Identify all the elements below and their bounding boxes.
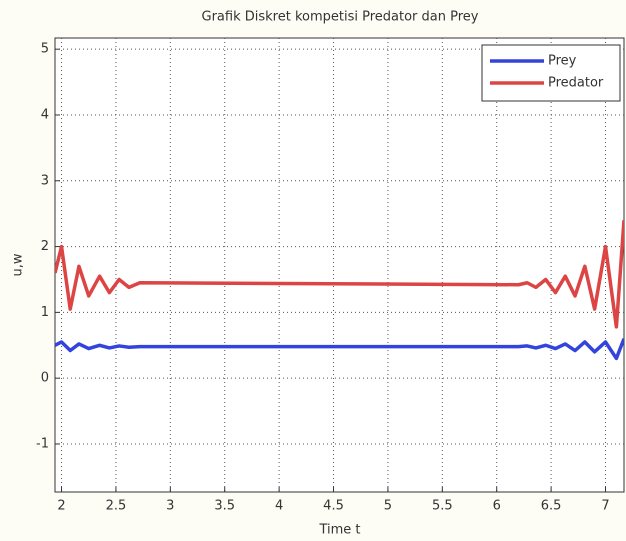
y-tick-label: 1 — [41, 305, 49, 320]
y-tick-label: 5 — [41, 42, 49, 57]
x-tick-label: 4.5 — [323, 499, 344, 514]
x-tick-label: 4 — [275, 499, 283, 514]
plot-area — [55, 38, 624, 492]
x-tick-label: 6 — [493, 499, 501, 514]
chart: Grafik Diskret kompetisi Predator dan Pr… — [0, 0, 626, 541]
y-tick-label: 2 — [41, 239, 49, 254]
y-axis-label: u,w — [11, 253, 26, 276]
x-axis-label: Time t — [318, 523, 360, 538]
x-tick-label: 2.5 — [106, 499, 127, 514]
x-tick-label: 7 — [601, 499, 609, 514]
x-tick-label: 5 — [384, 499, 392, 514]
chart-title: Grafik Diskret kompetisi Predator dan Pr… — [202, 10, 479, 25]
y-tick-label: 0 — [41, 371, 49, 386]
y-tick-label: 4 — [41, 107, 49, 122]
legend: Prey Predator — [482, 45, 620, 101]
x-tick-label: 3.5 — [214, 499, 235, 514]
x-tick-label: 6.5 — [541, 499, 562, 514]
legend-label: Predator — [548, 76, 604, 91]
legend-label: Prey — [548, 54, 577, 69]
y-tick-label: -1 — [36, 436, 49, 451]
x-tick-label: 2 — [57, 499, 65, 514]
x-tick-label: 5.5 — [432, 499, 453, 514]
y-tick-label: 3 — [41, 173, 49, 188]
x-tick-label: 3 — [166, 499, 174, 514]
